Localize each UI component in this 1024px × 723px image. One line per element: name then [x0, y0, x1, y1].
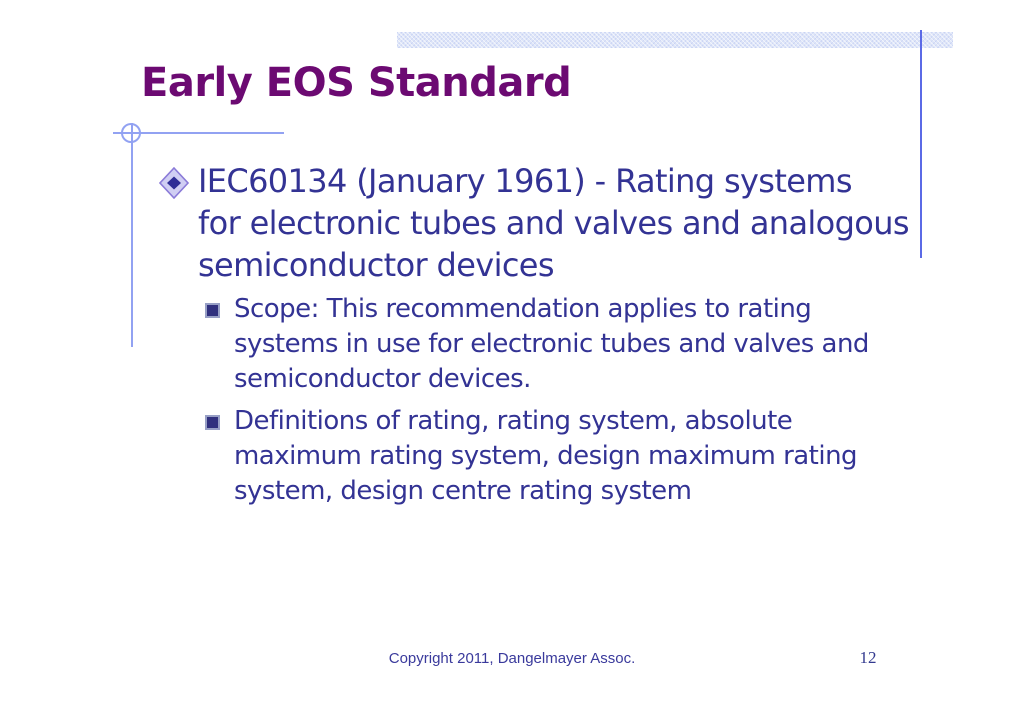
main-bullet-item: IEC60134 (January 1961) - Rating systems… [159, 160, 910, 286]
header-accent-bar [397, 32, 953, 48]
diamond-bullet-icon [159, 167, 189, 199]
square-bullet-icon [205, 303, 220, 318]
right-accent-line [920, 30, 922, 258]
footer-copyright: Copyright 2011, Dangelmayer Assoc. [388, 650, 636, 667]
sub-bullet-text: Definitions of rating, rating system, ab… [234, 406, 858, 506]
title-underline-line [113, 132, 284, 134]
left-accent-line [131, 123, 133, 347]
slide-number: 12 [859, 648, 877, 667]
square-bullet-icon [205, 415, 220, 430]
sub-bullet-item: Definitions of rating, rating system, ab… [205, 404, 858, 509]
crosshair-circle-icon [121, 123, 141, 143]
main-bullet-text: IEC60134 (January 1961) - Rating systems… [198, 162, 910, 284]
page-title: Early EOS Standard [141, 60, 572, 106]
sub-bullet-text: Scope: This recommendation applies to ra… [234, 294, 869, 394]
sub-bullet-item: Scope: This recommendation applies to ra… [205, 292, 869, 397]
